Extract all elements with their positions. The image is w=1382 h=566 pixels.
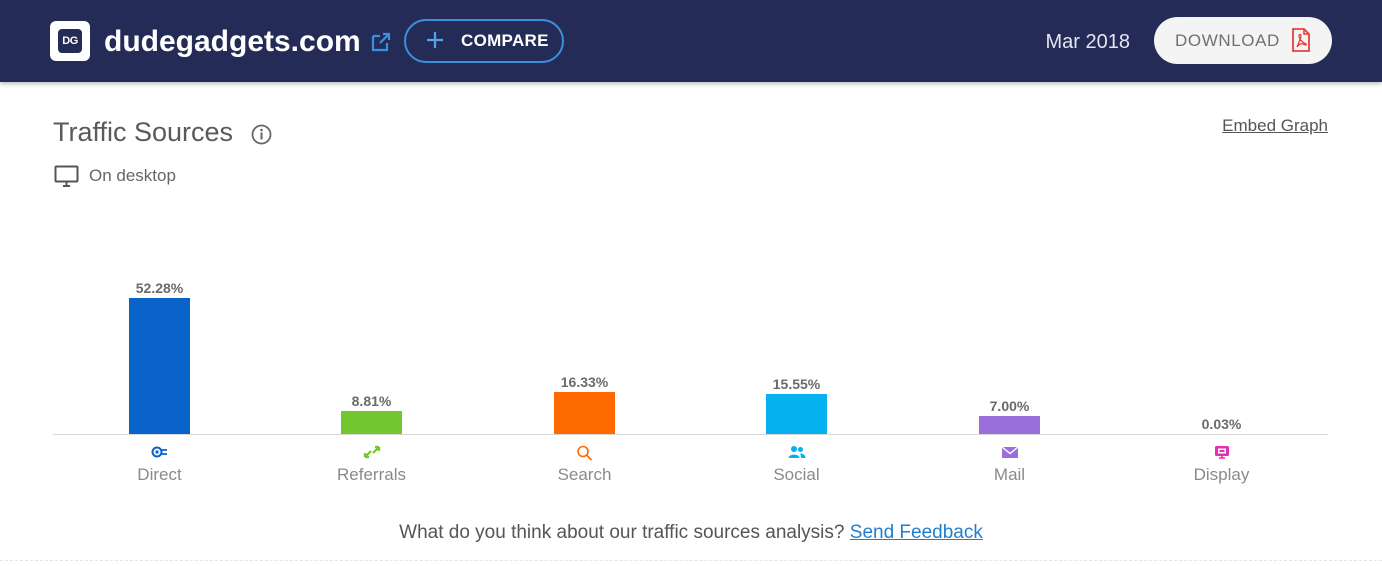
embed-graph-link[interactable]: Embed Graph (1222, 116, 1328, 135)
download-button[interactable]: DOWNLOAD (1154, 17, 1332, 64)
info-icon[interactable] (251, 124, 272, 145)
bar-search[interactable] (554, 392, 615, 434)
pdf-icon (1292, 28, 1310, 52)
referrals-arrows-icon (363, 445, 381, 459)
display-ad-icon (1213, 445, 1231, 459)
external-link-icon[interactable] (370, 31, 392, 53)
plus-icon (427, 32, 443, 48)
direct-plug-icon (151, 445, 169, 459)
compare-button[interactable]: COMPARE (404, 19, 564, 63)
bar-value-label: 0.03% (1201, 416, 1242, 432)
site-logo-text: DG (58, 29, 82, 53)
chart-baseline (53, 434, 1328, 435)
date-range-label[interactable]: Mar 2018 (1045, 31, 1131, 53)
bar-value-label: 52.28% (135, 280, 184, 296)
bar-referrals[interactable] (341, 411, 402, 434)
feedback-question: What do you think about our traffic sour… (399, 522, 845, 543)
mail-envelope-icon (1001, 445, 1019, 459)
bar-direct[interactable] (129, 298, 190, 434)
section-divider (0, 560, 1382, 561)
category-label-referrals: Referrals (337, 465, 406, 484)
compare-button-label: COMPARE (461, 31, 549, 50)
send-feedback-link[interactable]: Send Feedback (849, 522, 983, 543)
site-favicon-logo: DG (50, 21, 90, 61)
category-label-direct: Direct (137, 465, 182, 484)
bar-value-label: 16.33% (560, 374, 609, 390)
desktop-monitor-icon (54, 165, 79, 187)
download-button-label: DOWNLOAD (1175, 31, 1280, 50)
social-users-icon (788, 445, 806, 459)
section-title: Traffic Sources (53, 117, 234, 147)
site-name-title: dudegadgets.com (104, 25, 361, 58)
bar-value-label: 7.00% (989, 398, 1030, 414)
device-filter-label: On desktop (89, 166, 176, 185)
category-label-search: Search (557, 465, 612, 484)
search-icon (576, 445, 594, 461)
category-label-mail: Mail (993, 465, 1026, 484)
bar-value-label: 8.81% (351, 393, 392, 409)
category-label-display: Display (1193, 465, 1250, 484)
category-label-social: Social (773, 465, 820, 484)
bar-social[interactable] (766, 394, 827, 434)
bar-value-label: 15.55% (772, 376, 821, 392)
bar-mail[interactable] (979, 416, 1040, 434)
top-header-bar: DG dudegadgets.com COMPARE Mar 2018 DOWN… (0, 0, 1382, 82)
feedback-row: What do you think about our traffic sour… (0, 521, 1382, 545)
